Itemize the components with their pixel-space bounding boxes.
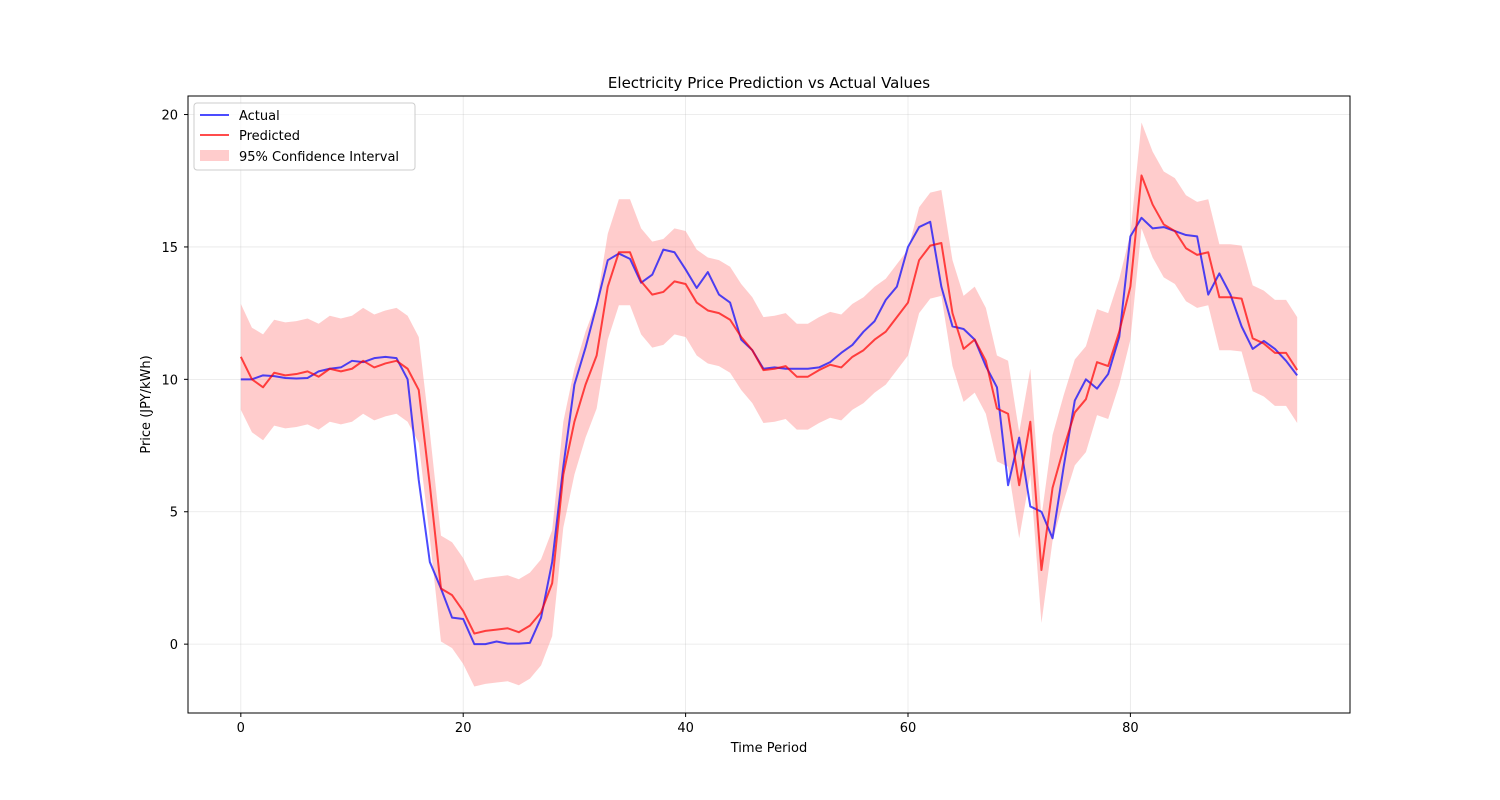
y-tick-label-5: 5 bbox=[170, 506, 178, 521]
legend-swatch-confidence-interval bbox=[200, 150, 229, 161]
y-axis-label: Price (JPY/kWh) bbox=[139, 355, 154, 453]
legend-label-actual: Actual bbox=[239, 109, 280, 124]
chart-title: Electricity Price Prediction vs Actual V… bbox=[608, 74, 930, 92]
x-tick-label-0: 0 bbox=[237, 721, 245, 736]
y-tick-label-20: 20 bbox=[161, 109, 178, 124]
legend-label-confidence-interval: 95% Confidence Interval bbox=[239, 150, 399, 165]
legend-label-predicted: Predicted bbox=[239, 129, 300, 144]
legend-box bbox=[193, 102, 416, 171]
confidence-interval-band bbox=[240, 122, 1298, 687]
y-tick-label-0: 0 bbox=[170, 638, 178, 653]
confidence-band-layer bbox=[240, 122, 1298, 687]
x-tick-label-60: 60 bbox=[900, 721, 917, 736]
legend: Actual Predicted 95% Confidence Interval bbox=[193, 102, 416, 171]
x-tick-label-40: 40 bbox=[677, 721, 694, 736]
x-axis-label: Time Period bbox=[730, 741, 807, 756]
y-tick-label-10: 10 bbox=[161, 373, 178, 388]
plot-area-frame bbox=[187, 95, 1351, 714]
series-lines-layer bbox=[239, 174, 1299, 646]
x-tick-label-20: 20 bbox=[455, 721, 472, 736]
x-tick-label-80: 80 bbox=[1122, 721, 1139, 736]
y-tick-label-15: 15 bbox=[161, 241, 178, 256]
axis-ticks: 0 20 40 60 80 0 5 10 15 20 bbox=[161, 109, 1138, 736]
series-line-predicted bbox=[239, 174, 1299, 635]
